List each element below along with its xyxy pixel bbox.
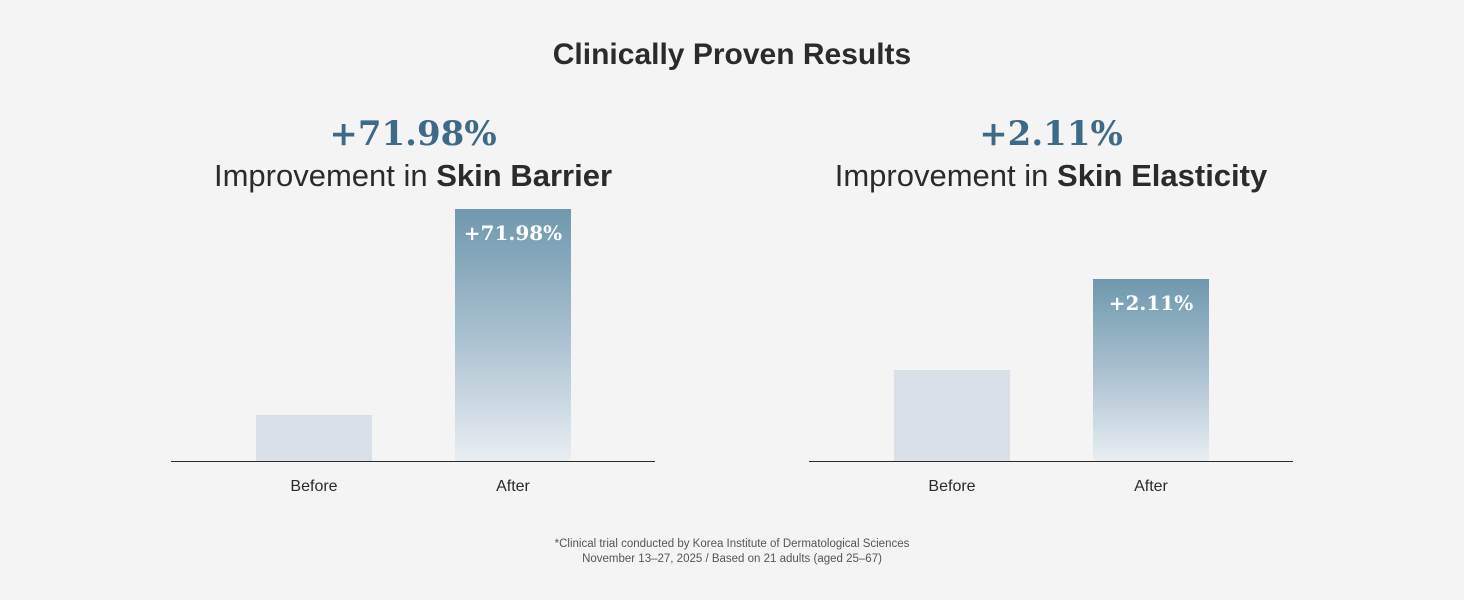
x-tick-after: After: [496, 478, 530, 495]
x-axis-line: [809, 461, 1293, 462]
x-tick-after: After: [1134, 478, 1168, 495]
bar-before: [256, 415, 372, 461]
footnote-line-2: November 13–27, 2025 / Based on 21 adult…: [582, 553, 882, 565]
subtitle-prefix: Improvement in: [213, 158, 437, 193]
bar-after: +71.98%: [455, 208, 571, 461]
chart-panel-skin-barrier: +71.98% Improvement in Skin Barrier +71.…: [171, 0, 655, 520]
chart-subtitle: Improvement in Skin Barrier: [131, 158, 695, 194]
subtitle-bold: Skin Elasticity: [1057, 158, 1268, 193]
footnote-line-1: *Clinical trial conducted by Korea Insti…: [554, 538, 910, 550]
subtitle-bold: Skin Barrier: [436, 158, 613, 193]
headline-value: +2.11%: [979, 114, 1123, 154]
chart-subtitle: Improvement in Skin Elasticity: [769, 158, 1333, 194]
subtitle-prefix: Improvement in: [834, 158, 1058, 193]
footnote: *Clinical trial conducted by Korea Insti…: [0, 537, 1464, 567]
bar-after: +2.11%: [1093, 279, 1209, 461]
chart-panel-skin-elasticity: +2.11% Improvement in Skin Elasticity +2…: [809, 0, 1293, 520]
page-title: Clinically Proven Results: [552, 38, 912, 71]
x-tick-before: Before: [290, 478, 338, 495]
plot-area: +71.98%: [171, 200, 655, 462]
x-axis-line: [171, 461, 655, 462]
plot-area: +2.11%: [809, 200, 1293, 462]
headline-value: +71.98%: [329, 114, 497, 154]
bar-before: [894, 370, 1010, 461]
x-tick-before: Before: [928, 478, 976, 495]
bar-data-label: +2.11%: [1108, 291, 1194, 316]
bar-data-label: +71.98%: [463, 220, 563, 245]
